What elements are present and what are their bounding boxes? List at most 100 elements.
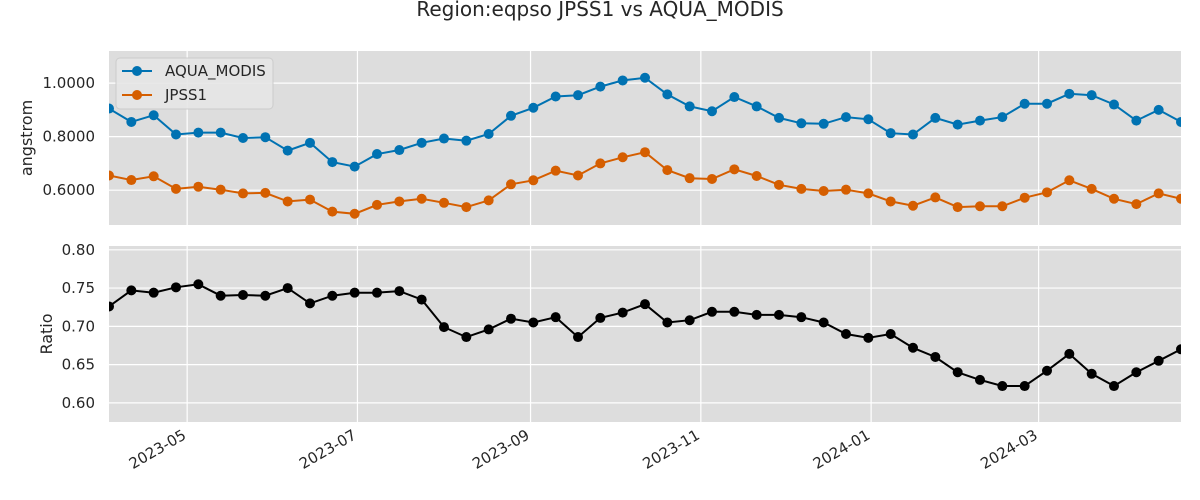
legend-marker: [132, 66, 142, 76]
data-point: [1131, 115, 1142, 126]
x-tick-label: 2023-09: [469, 426, 532, 473]
data-point: [1153, 188, 1164, 199]
y-axis-label: Ratio: [37, 313, 56, 354]
data-point: [573, 332, 583, 343]
legend-marker: [132, 90, 142, 100]
data-point: [1064, 175, 1075, 186]
series-aqua-modis: [109, 72, 1181, 172]
data-point: [662, 89, 673, 100]
x-tick-label: 2023-05: [126, 426, 189, 473]
data-point: [1042, 187, 1052, 198]
data-point: [952, 367, 963, 378]
data-point: [394, 196, 405, 207]
y-tick-label: 0.70: [62, 317, 95, 335]
data-point: [1086, 368, 1097, 379]
data-point: [372, 199, 382, 210]
data-point: [573, 170, 583, 181]
chart-title: Region:eqpso JPSS1 vs AQUA_MODIS: [416, 0, 783, 21]
data-point: [841, 329, 851, 339]
x-axis-tick-labels: 2023-05 2023-07 2023-09 2023-11 2024-01 2024-…: [126, 426, 1041, 473]
legend-box: [115, 57, 274, 110]
data-point: [885, 196, 896, 207]
data-point: [684, 173, 695, 184]
data-point: [975, 374, 985, 385]
data-point: [684, 315, 695, 326]
data-point: [394, 145, 405, 156]
data-point: [997, 381, 1008, 392]
data-point: [550, 91, 561, 102]
data-point: [215, 127, 226, 138]
data-point: [461, 202, 472, 213]
data-point: [1042, 365, 1052, 376]
data-point: [260, 132, 271, 143]
data-point: [193, 181, 204, 192]
data-point: [930, 112, 941, 123]
data-point: [349, 287, 360, 298]
data-point: [483, 195, 494, 206]
data-point: [148, 171, 159, 182]
data-point: [305, 137, 315, 148]
data-point: [908, 129, 918, 140]
data-point: [617, 75, 628, 86]
data-point: [796, 118, 807, 129]
data-point: [528, 175, 539, 186]
data-point: [148, 287, 159, 298]
legend-label: AQUA_MODIS: [165, 62, 266, 81]
data-point: [171, 183, 181, 194]
data-point: [282, 283, 293, 294]
data-point: [439, 322, 449, 333]
data-point: [975, 115, 985, 126]
data-point: [707, 306, 717, 317]
data-point: [1086, 183, 1097, 194]
y-tick-label: 1.0000: [43, 74, 96, 92]
data-point: [305, 298, 315, 309]
data-point: [215, 290, 226, 301]
data-point: [506, 179, 516, 190]
data-point: [550, 312, 561, 323]
data-point: [1131, 367, 1142, 378]
data-point: [818, 118, 829, 129]
data-point: [1042, 98, 1052, 109]
data-point: [1019, 192, 1030, 203]
data-point: [260, 290, 271, 301]
data-point: [841, 112, 851, 123]
data-point: [1153, 104, 1164, 115]
data-point: [171, 282, 181, 293]
data-point: [930, 192, 941, 203]
data-point: [461, 332, 472, 343]
data-point: [483, 128, 494, 139]
data-point: [260, 187, 271, 198]
data-point: [573, 90, 583, 101]
y-tick-label: 0.6000: [43, 181, 96, 199]
data-point: [908, 342, 918, 353]
data-point: [193, 127, 204, 138]
data-point: [171, 129, 181, 140]
data-point: [997, 201, 1008, 212]
plot-background: [109, 246, 1181, 422]
data-point: [528, 102, 539, 113]
data-point: [662, 165, 673, 176]
data-point: [282, 196, 293, 207]
data-point: [1109, 99, 1119, 110]
data-point: [617, 307, 628, 318]
data-point: [506, 313, 516, 324]
x-tick-label: 2024-01: [810, 426, 873, 473]
data-point: [238, 133, 248, 143]
y-tick-label: 0.75: [62, 279, 95, 297]
data-point: [818, 186, 829, 197]
data-point: [774, 309, 784, 320]
legend: AQUA_MODIS JPSS1: [115, 57, 274, 110]
data-point: [774, 179, 784, 190]
data-point: [1176, 116, 1181, 127]
data-point: [439, 197, 449, 208]
data-point: [751, 171, 762, 182]
data-point: [595, 312, 606, 323]
data-point: [282, 145, 293, 156]
data-point: [729, 92, 740, 103]
data-point: [327, 290, 338, 301]
data-point: [1109, 193, 1119, 204]
data-point: [796, 312, 807, 323]
y-tick-label: 0.8000: [43, 128, 96, 146]
data-point: [1019, 98, 1030, 109]
